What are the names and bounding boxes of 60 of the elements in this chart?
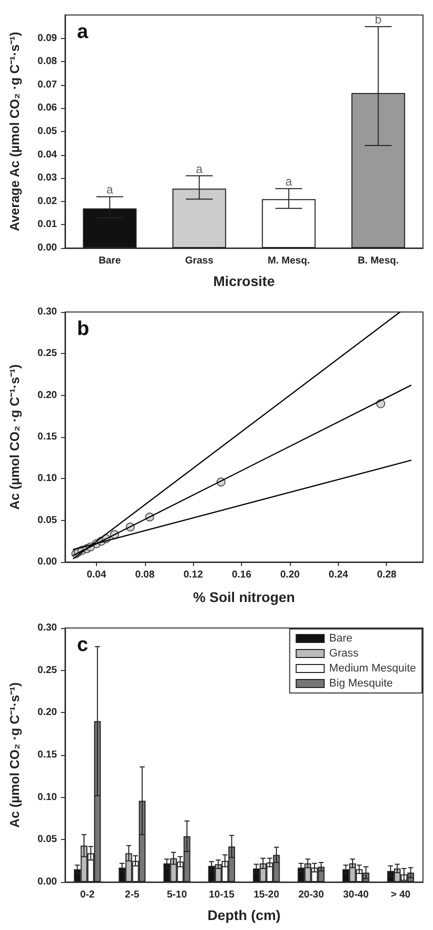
y-tick-label: 0.30 xyxy=(38,622,58,634)
x-tick-label: 30-40 xyxy=(343,890,370,900)
y-tick-label: 0.00 xyxy=(38,876,58,888)
annotation: a xyxy=(285,174,292,189)
x-tick-label: 0.24 xyxy=(328,570,349,580)
x-tick-label: 5-10 xyxy=(166,890,188,900)
y-tick-label: 0.25 xyxy=(38,664,58,676)
y-axis-title: Average Ac (µmol CO₂ ·g C⁻¹·s⁻¹) xyxy=(7,32,22,232)
chart-title: a xyxy=(77,21,89,43)
x-tick-label: 2-5 xyxy=(124,890,140,900)
x-tick-label: Grass xyxy=(185,256,214,266)
y-tick-label: 0.00 xyxy=(38,556,58,568)
x-tick-label: 10-15 xyxy=(208,890,235,900)
annotation: b xyxy=(374,12,382,27)
chart-title: b xyxy=(77,318,90,340)
y-axis-title: Ac (µmol CO₂ ·g C⁻¹·s⁻¹) xyxy=(7,364,22,510)
y-tick-label: 0.15 xyxy=(38,432,58,442)
x-tick-label: > 40 xyxy=(390,890,411,900)
y-tick-label: 0.30 xyxy=(38,306,58,318)
y-tick-label: 0.01 xyxy=(38,219,58,230)
annotation: a xyxy=(106,182,114,197)
y-tick-label: 0.04 xyxy=(38,149,58,160)
x-tick-label: 0.20 xyxy=(280,570,300,580)
legend-label: Grass xyxy=(329,648,360,660)
y-tick-label: 0.05 xyxy=(38,514,58,526)
x-tick-label: 0.16 xyxy=(232,570,252,580)
x-axis-title: Microsite xyxy=(213,273,275,289)
annotation: a xyxy=(196,162,203,176)
y-tick-label: 0.05 xyxy=(38,834,58,846)
legend-label: Big Mesquite xyxy=(329,678,393,690)
x-tick-label: B. Mesq. xyxy=(358,256,400,266)
x-tick-label: 0.04 xyxy=(86,570,107,580)
y-tick-label: 0.07 xyxy=(38,79,58,90)
x-tick-label: 20-30 xyxy=(298,890,324,900)
y-tick-label: 0.00 xyxy=(38,242,58,254)
x-tick-label: 0.12 xyxy=(183,570,204,580)
legend-label: Medium Mesquite xyxy=(329,662,416,674)
y-tick-label: 0.05 xyxy=(38,126,58,137)
y-tick-label: 0.25 xyxy=(38,348,58,360)
x-axis-title: % Soil nitrogen xyxy=(193,589,295,605)
y-tick-label: 0.20 xyxy=(38,390,58,401)
x-axis-title: Depth (cm) xyxy=(207,907,281,923)
x-tick-label: Bare xyxy=(98,256,122,266)
y-axis-title: Ac (µmol CO₂ ·g C⁻¹·s⁻¹) xyxy=(7,682,22,828)
y-tick-label: 0.20 xyxy=(38,707,58,718)
x-tick-label: 0.28 xyxy=(376,570,397,580)
y-tick-label: 0.10 xyxy=(38,792,58,803)
y-tick-label: 0.08 xyxy=(38,56,58,68)
x-tick-label: 15-20 xyxy=(254,890,280,900)
y-tick-label: 0.06 xyxy=(38,102,58,114)
y-tick-label: 0.15 xyxy=(38,750,58,760)
x-tick-label: 0.08 xyxy=(135,570,155,580)
legend-label: Bare xyxy=(329,632,352,644)
y-tick-label: 0.03 xyxy=(38,172,58,184)
y-tick-label: 0.10 xyxy=(38,473,58,484)
chart-title: c xyxy=(77,634,88,656)
x-tick-label: M. Mesq. xyxy=(268,256,310,266)
y-tick-label: 0.09 xyxy=(38,32,58,44)
x-tick-label: 0-2 xyxy=(80,890,96,900)
y-tick-label: 0.02 xyxy=(38,196,58,207)
